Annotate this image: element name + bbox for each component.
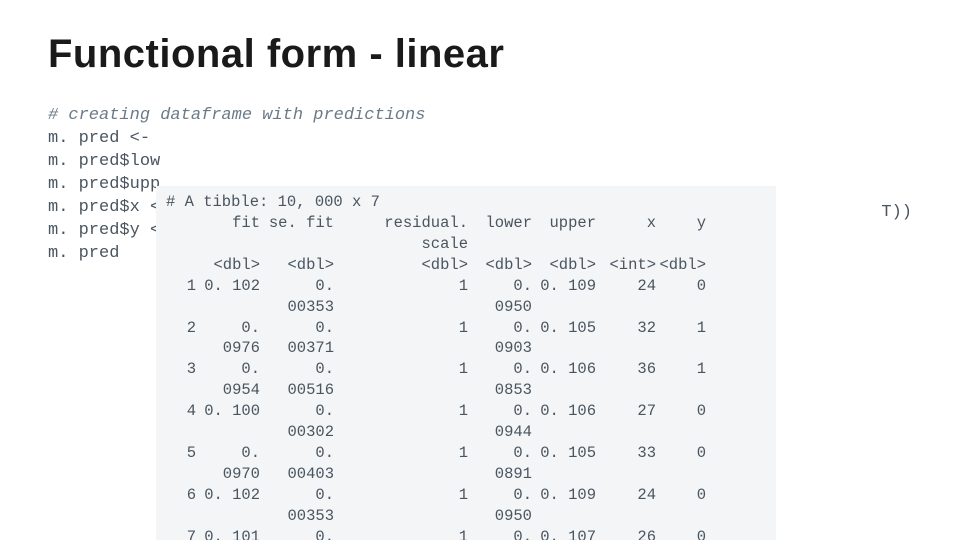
table-cell: 0. 105 <box>532 443 596 485</box>
table-cell: 0. 106 <box>532 359 596 401</box>
type-resid: <dbl> <box>334 255 468 276</box>
table-cell: 24 <box>596 485 656 527</box>
slide-title: Functional form - linear <box>48 32 912 77</box>
table-cell: 1 <box>334 485 468 527</box>
table-cell: 5 <box>166 443 196 485</box>
type-y: <dbl> <box>656 255 706 276</box>
col-x: x <box>596 213 656 255</box>
table-row: 40. 1000. 0030210. 09440. 106270 <box>166 401 766 443</box>
table-cell: 0. 102 <box>196 485 260 527</box>
table-cell: 0. 0891 <box>468 443 532 485</box>
type-sefit: <dbl> <box>260 255 334 276</box>
table-cell: 0 <box>656 527 706 540</box>
table-cell: 26 <box>596 527 656 540</box>
type-fit: <dbl> <box>196 255 260 276</box>
col-lower: lower <box>468 213 532 255</box>
table-cell: 0 <box>656 276 706 318</box>
table-cell: 0. 109 <box>532 276 596 318</box>
tibble-header-row: fit se. fit residual. scale lower upper … <box>166 213 766 255</box>
table-cell: 0. 109 <box>532 485 596 527</box>
table-cell: 0. 0903 <box>468 318 532 360</box>
table-cell: 1 <box>656 318 706 360</box>
table-cell: 1 <box>334 401 468 443</box>
table-cell: 0. 0976 <box>196 318 260 360</box>
table-cell: 0. 0950 <box>468 276 532 318</box>
table-cell: 0. 100 <box>196 401 260 443</box>
table-cell: 0. 0950 <box>468 485 532 527</box>
table-cell: 0. 106 <box>532 401 596 443</box>
table-cell: 1 <box>334 276 468 318</box>
code-line: m. pred$low <box>48 151 912 174</box>
table-cell: 0. 0954 <box>196 359 260 401</box>
col-idx <box>166 213 196 255</box>
slide: Functional form - linear # creating data… <box>0 0 960 540</box>
table-cell: 0. 0853 <box>468 359 532 401</box>
table-cell: 2 <box>166 318 196 360</box>
table-cell: 0. 00516 <box>260 359 334 401</box>
tibble-types-row: <dbl> <dbl> <dbl> <dbl> <dbl> <int> <dbl… <box>166 255 766 276</box>
table-cell: 1 <box>334 359 468 401</box>
table-cell: 27 <box>596 401 656 443</box>
table-cell: 7 <box>166 527 196 540</box>
table-cell: 0. 00371 <box>260 318 334 360</box>
table-cell: 0. 102 <box>196 276 260 318</box>
table-cell: 1 <box>334 443 468 485</box>
table-cell: 1 <box>656 359 706 401</box>
col-upper: upper <box>532 213 596 255</box>
tibble-title: # A tibble: 10, 000 x 7 <box>166 192 766 213</box>
table-row: 10. 1020. 0035310. 09500. 109240 <box>166 276 766 318</box>
table-cell: 0. 0947 <box>468 527 532 540</box>
table-row: 70. 1010. 0031210. 09470. 107260 <box>166 527 766 540</box>
table-cell: 0. 107 <box>532 527 596 540</box>
table-cell: 6 <box>166 485 196 527</box>
table-cell: 0 <box>656 443 706 485</box>
type-upper: <dbl> <box>532 255 596 276</box>
table-cell: 0. 0944 <box>468 401 532 443</box>
table-cell: 0 <box>656 485 706 527</box>
type-idx <box>166 255 196 276</box>
col-resid: residual. scale <box>334 213 468 255</box>
table-cell: 0. 00353 <box>260 276 334 318</box>
table-row: 50. 09700. 0040310. 08910. 105330 <box>166 443 766 485</box>
code-comment: # creating dataframe with predictions <box>48 105 912 128</box>
table-cell: 32 <box>596 318 656 360</box>
tibble-rows: 10. 1020. 0035310. 09500. 10924020. 0976… <box>166 276 766 540</box>
table-cell: 1 <box>166 276 196 318</box>
table-cell: 0 <box>656 401 706 443</box>
table-cell: 4 <box>166 401 196 443</box>
table-row: 30. 09540. 0051610. 08530. 106361 <box>166 359 766 401</box>
col-fit: fit <box>196 213 260 255</box>
type-lower: <dbl> <box>468 255 532 276</box>
code-line: m. pred <- <box>48 128 912 151</box>
table-cell: 24 <box>596 276 656 318</box>
table-row: 60. 1020. 0035310. 09500. 109240 <box>166 485 766 527</box>
table-cell: 0. 0970 <box>196 443 260 485</box>
table-cell: 0. 105 <box>532 318 596 360</box>
code-right-stub: T)) <box>881 203 912 222</box>
type-x: <int> <box>596 255 656 276</box>
table-cell: 0. 00312 <box>260 527 334 540</box>
table-cell: 1 <box>334 527 468 540</box>
table-row: 20. 09760. 0037110. 09030. 105321 <box>166 318 766 360</box>
table-cell: 1 <box>334 318 468 360</box>
table-cell: 0. 101 <box>196 527 260 540</box>
table-cell: 0. 00353 <box>260 485 334 527</box>
table-cell: 0. 00403 <box>260 443 334 485</box>
table-cell: 36 <box>596 359 656 401</box>
tibble-output: # A tibble: 10, 000 x 7 fit se. fit resi… <box>156 186 776 540</box>
table-cell: 0. 00302 <box>260 401 334 443</box>
col-y: y <box>656 213 706 255</box>
col-sefit: se. fit <box>260 213 334 255</box>
table-cell: 33 <box>596 443 656 485</box>
table-cell: 3 <box>166 359 196 401</box>
